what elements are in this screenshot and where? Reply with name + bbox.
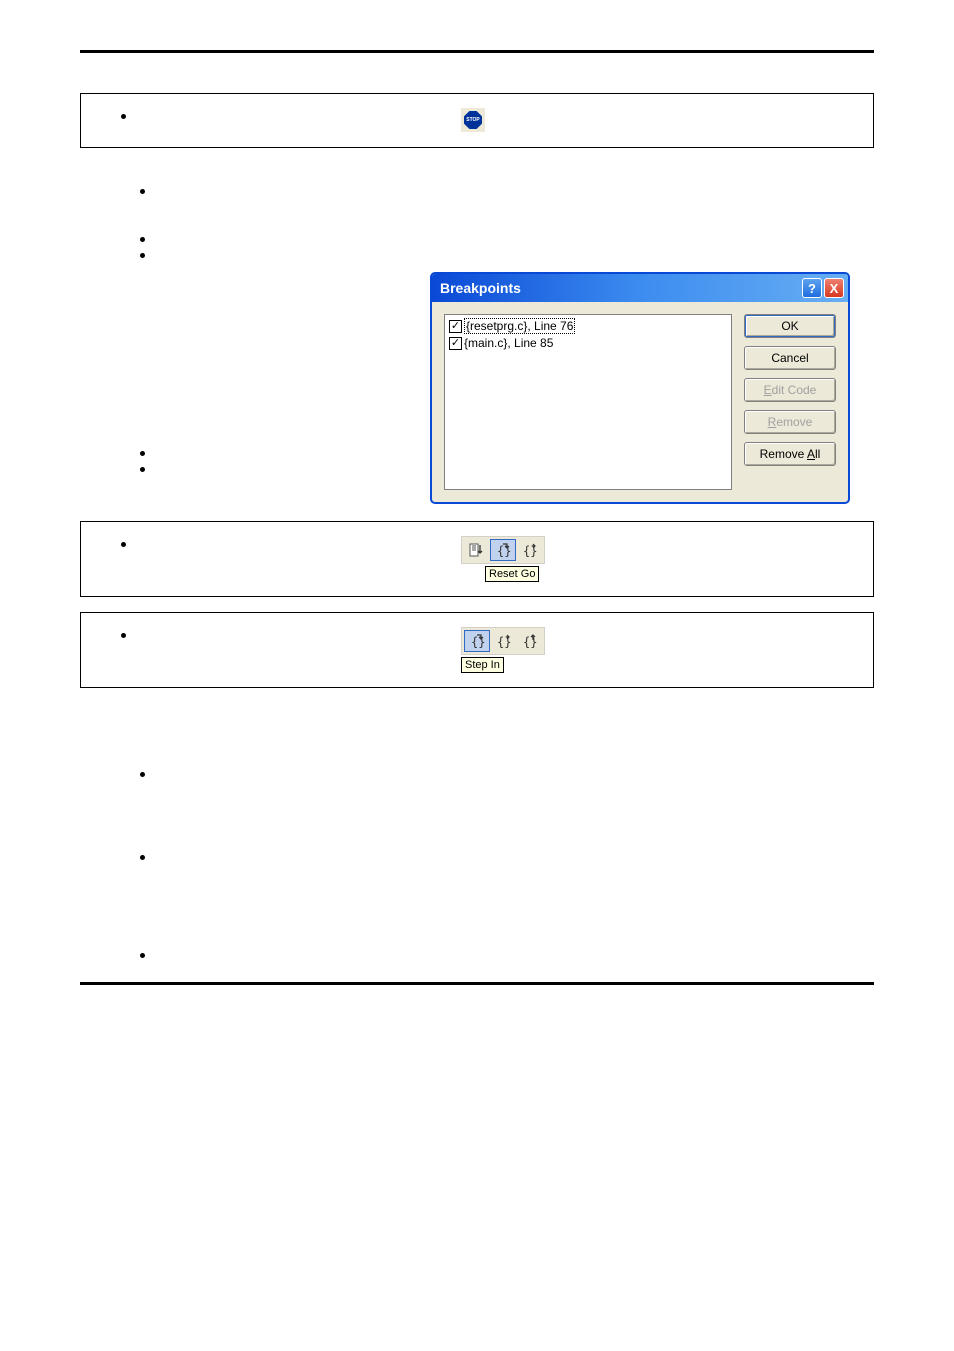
bullet-dot (140, 451, 145, 456)
braces-right-icon: {} (495, 634, 511, 648)
close-button[interactable]: X (824, 278, 844, 298)
bullet-dot (121, 633, 126, 638)
ok-button[interactable]: OK (744, 314, 836, 338)
remove-accelerator: R (768, 415, 777, 429)
toolbar-reset-go: {} {} (461, 536, 545, 564)
toolbar-button-reset-go[interactable]: {} (490, 539, 516, 561)
checkbox-icon[interactable]: ✓ (449, 320, 462, 333)
list-arrow-icon (469, 543, 485, 557)
dialog-titlebar[interactable]: Breakpoints ? X (432, 274, 848, 302)
box-section-step-in: {} {} {} Step In (80, 612, 874, 688)
stop-label: STOP (466, 117, 480, 123)
remove-button[interactable]: Remove (744, 410, 836, 434)
checkbox-icon[interactable]: ✓ (449, 337, 462, 350)
top-horizontal-rule (80, 50, 874, 53)
bullet-dot (140, 189, 145, 194)
step-in-tooltip: Step In (461, 657, 504, 673)
stop-toolbar-button[interactable]: STOP (461, 108, 485, 132)
stop-icon: STOP (464, 111, 482, 129)
edit-code-accelerator: E (764, 383, 772, 397)
toolbar-button-step-in[interactable]: {} (464, 630, 490, 652)
toolbar-step-in: {} {} {} (461, 627, 545, 655)
remove-all-accelerator: A (807, 447, 815, 461)
edit-code-button[interactable]: Edit Code (744, 378, 836, 402)
bullet-dot (140, 953, 145, 958)
dialog-title: Breakpoints (440, 280, 800, 296)
toolbar-button-step-out[interactable]: {} (516, 630, 542, 652)
bullet-dot (140, 253, 145, 258)
bullet-dot (140, 467, 145, 472)
toolbar-button-step-over[interactable]: {} (490, 630, 516, 652)
braces-down-icon: {} (469, 634, 485, 648)
box-section-reset-go: {} {} Reset Go (80, 521, 874, 597)
bullet-dot (140, 855, 145, 860)
remove-all-post: ll (815, 447, 820, 461)
help-button[interactable]: ? (802, 278, 822, 298)
breakpoint-label: {main.c}, Line 85 (464, 336, 553, 350)
toolbar-button-step-over-2[interactable]: {} (516, 539, 542, 561)
bullet-dot (140, 772, 145, 777)
remove-all-pre: Remove (760, 447, 807, 461)
bullet-dot (140, 237, 145, 242)
cancel-button[interactable]: Cancel (744, 346, 836, 370)
remove-rest: emove (776, 415, 812, 429)
breakpoints-dialog: Breakpoints ? X ✓ {resetprg.c}, Line 76 … (430, 272, 850, 504)
remove-all-button[interactable]: Remove All (744, 442, 836, 466)
braces-up-icon: {} (521, 634, 537, 648)
breakpoint-item[interactable]: ✓ {main.c}, Line 85 (449, 335, 727, 351)
box-section-stop: STOP (80, 93, 874, 148)
reset-go-tooltip: Reset Go (485, 566, 539, 582)
edit-code-rest: dit Code (772, 383, 817, 397)
breakpoint-label: {resetprg.c}, Line 76 (464, 318, 575, 334)
bullet-dot (121, 542, 126, 547)
braces-right-icon: {} (521, 543, 537, 557)
bullet-dot (121, 114, 126, 119)
braces-arrow-icon: {} (495, 543, 511, 557)
breakpoints-list[interactable]: ✓ {resetprg.c}, Line 76 ✓ {main.c}, Line… (444, 314, 732, 490)
breakpoint-item[interactable]: ✓ {resetprg.c}, Line 76 (449, 317, 727, 335)
bottom-horizontal-rule (80, 982, 874, 985)
toolbar-button-reset[interactable] (464, 539, 490, 561)
